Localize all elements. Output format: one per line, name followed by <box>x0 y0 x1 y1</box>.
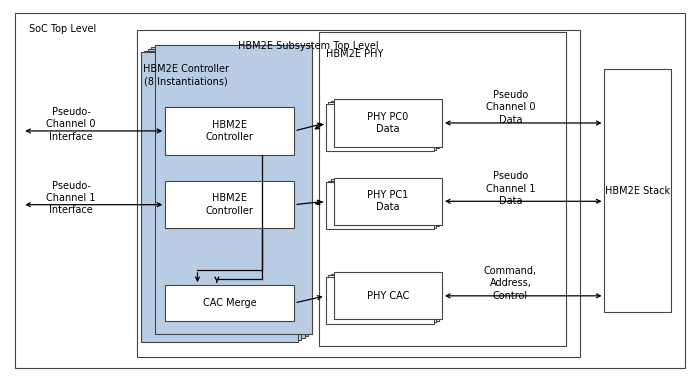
Text: Pseudo-
Channel 1
Interface: Pseudo- Channel 1 Interface <box>46 181 96 216</box>
Bar <box>144 51 301 340</box>
Text: HBM2E
Controller: HBM2E Controller <box>206 120 253 142</box>
Bar <box>318 32 566 346</box>
Text: HBM2E Subsystem Top Level: HBM2E Subsystem Top Level <box>238 41 379 51</box>
Bar <box>155 45 312 334</box>
Bar <box>165 107 294 155</box>
Bar <box>334 178 442 225</box>
Bar <box>165 285 294 321</box>
Text: PHY PC0
Data: PHY PC0 Data <box>368 112 409 134</box>
Bar <box>326 182 434 229</box>
Text: Pseudo
Channel 1
Data: Pseudo Channel 1 Data <box>486 171 535 206</box>
Bar <box>148 49 304 338</box>
Text: CAC Merge: CAC Merge <box>203 298 256 308</box>
Bar <box>326 104 434 151</box>
Bar <box>605 69 671 312</box>
Bar <box>334 272 442 320</box>
Text: SoC Top Level: SoC Top Level <box>29 24 97 34</box>
Bar <box>331 179 439 226</box>
Bar <box>151 47 308 336</box>
Text: HBM2E Controller
(8 Instantiations): HBM2E Controller (8 Instantiations) <box>144 64 229 86</box>
Bar <box>328 102 437 150</box>
Bar <box>137 30 580 357</box>
Bar <box>141 53 298 342</box>
Bar <box>331 274 439 321</box>
Bar <box>331 101 439 148</box>
Text: HBM2E
Controller: HBM2E Controller <box>206 194 253 216</box>
Text: PHY CAC: PHY CAC <box>367 291 410 301</box>
Text: HBM2E PHY: HBM2E PHY <box>326 49 383 59</box>
Bar <box>328 181 437 228</box>
Bar <box>334 99 442 147</box>
Bar <box>165 181 294 228</box>
Text: PHY PC1
Data: PHY PC1 Data <box>368 190 409 213</box>
Text: HBM2E Stack: HBM2E Stack <box>605 186 670 195</box>
Text: Command,
Address,
Control: Command, Address, Control <box>484 266 537 301</box>
Text: Pseudo
Channel 0
Data: Pseudo Channel 0 Data <box>486 90 535 125</box>
Text: Pseudo-
Channel 0
Interface: Pseudo- Channel 0 Interface <box>46 107 96 142</box>
Bar <box>326 277 434 324</box>
Bar <box>328 275 437 322</box>
